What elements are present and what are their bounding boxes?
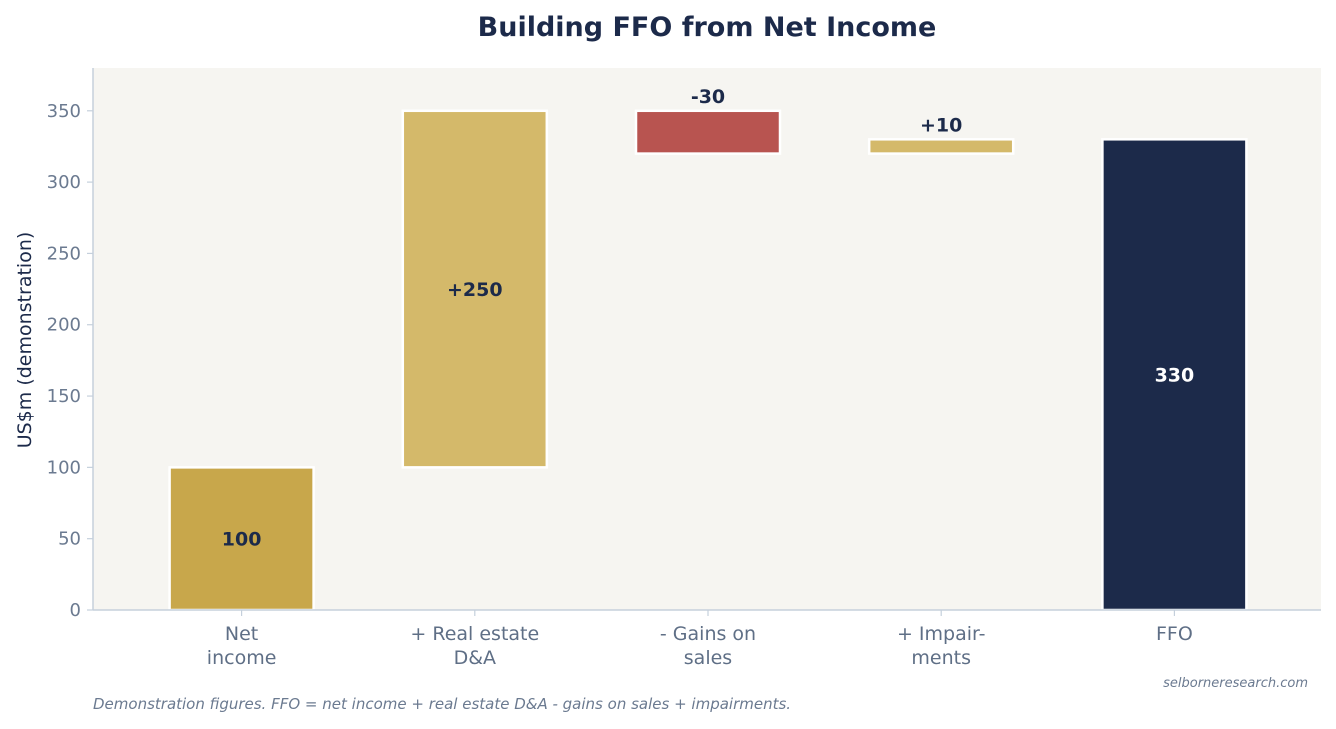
y-tick-label-3: 150 [47,386,81,407]
y-tick-label-7: 350 [47,101,81,122]
bar-0 [168,466,315,612]
y-tick-label-1: 50 [58,529,81,550]
y-tick-label-2: 100 [47,457,81,478]
data-label-1: +250 [447,279,503,301]
bar-2 [634,109,782,155]
source-credit: selborneresearch.com [1163,676,1308,691]
y-tick-label-6: 300 [47,172,81,193]
data-label-3: +10 [920,114,962,136]
data-label-2: -30 [691,86,725,108]
x-tick-label-0: Net income [207,623,277,669]
bar-3 [867,138,1015,155]
y-axis-label: US$m (demonstration) [14,232,36,449]
x-tick-label-2: - Gains on sales [660,623,756,669]
y-tick-label-4: 200 [47,315,81,336]
x-tick-label-4: FFO [1156,623,1193,645]
x-tick-label-3: + Impair-ments [897,623,986,669]
x-tick-label-1: + Real estate D&A [410,623,539,669]
bar-1 [401,109,549,469]
y-tick-label-5: 250 [47,243,81,264]
y-tick-label-0: 0 [70,600,81,621]
data-label-4: 330 [1155,365,1195,387]
data-label-0: 100 [222,529,262,551]
chart-title: Building FFO from Net Income [478,12,937,43]
bar-4 [1101,138,1248,612]
footnote: Demonstration figures. FFO = net income … [93,695,791,713]
